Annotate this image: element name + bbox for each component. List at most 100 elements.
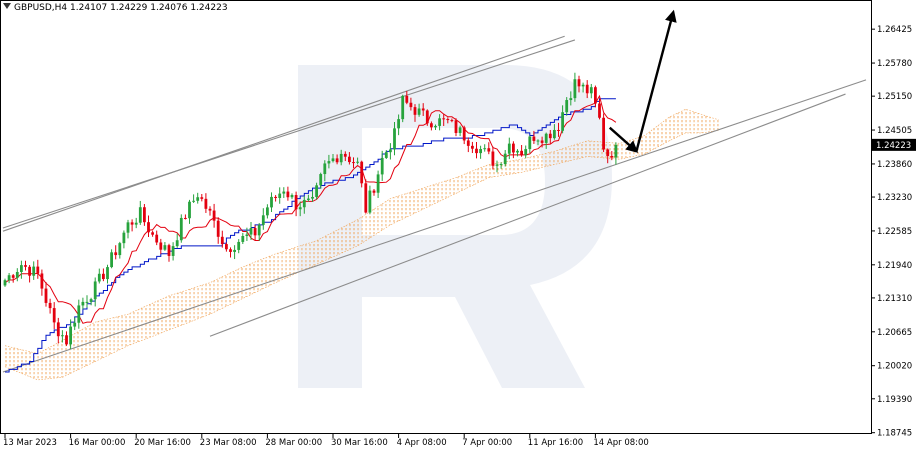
candle [97,268,101,284]
cloud-segment [76,331,79,371]
cloud-segment [60,340,63,378]
cloud-segment [341,226,344,254]
candle [311,190,314,202]
cloud-segment [296,246,299,274]
candle-body [40,273,44,289]
candle [495,160,499,173]
cloud-segment [23,350,26,375]
cloud-segment [460,175,463,192]
candle-body [450,120,454,122]
candle [237,239,241,254]
dropdown-triangle-icon[interactable] [3,3,11,9]
candle-body [528,136,532,150]
cloud-segment [521,158,524,173]
candle-body [569,98,573,101]
cloud-segment [714,118,717,131]
cloud-segment [478,167,481,183]
cloud-segment [376,206,379,235]
candle [220,230,224,248]
cloud-segment [333,231,336,257]
cloud-segment [312,241,315,267]
candle [175,233,179,248]
cloud-segment [490,163,493,178]
candle-body [343,153,347,157]
candle-body [348,156,351,163]
cloud-segment [527,157,530,171]
candle-body [179,217,183,241]
time-axis[interactable]: 13 Mar 2023 16 Mar 00:00 20 Mar 16:00 23 Ma… [3,434,649,448]
candle [65,331,68,346]
cloud-segment [449,178,452,197]
candle-body [208,208,212,211]
candle-body [581,84,585,87]
candle [118,241,122,259]
cloud-segment [115,316,118,352]
candle [602,113,605,153]
candle [360,160,364,188]
candle [561,105,564,134]
cloud-segment [435,183,438,204]
channel-line-4 [209,93,846,337]
cloud-segment [255,261,258,293]
candle [192,194,195,203]
candle-body [438,118,441,126]
cloud-segment [226,273,229,307]
cloud-segment [581,142,584,159]
cloud-segment [646,132,649,153]
cloud-segment [445,180,448,199]
cloud-segment [287,249,290,278]
cloud-segment [654,126,657,149]
cloud-segment [574,144,577,160]
cloud-segment [234,269,237,303]
cloud-segment [322,236,325,262]
cloud-segment [324,235,327,261]
candle-body [32,266,36,276]
candle-body [77,305,81,323]
candle-body [577,79,581,87]
x-tick-label: 14 Apr 08:00 [593,438,648,448]
candle-body [594,87,597,104]
candle [52,302,56,330]
cloud-segment [367,211,370,240]
candle [270,192,273,213]
cloud-segment [406,192,409,217]
candle-body [171,246,175,256]
candle-body [65,335,68,345]
candle [302,196,306,214]
cloud-segment [583,141,586,158]
cloud-segment [64,338,67,377]
cloud-segment [230,271,233,305]
cloud-segment [228,272,231,306]
cloud-segment [439,182,442,202]
candle-body [122,232,126,244]
candle-body [589,87,593,94]
candle [323,160,327,182]
candle [163,242,167,251]
candle-body [507,143,511,154]
candle [528,135,532,153]
candle-body [175,240,179,247]
candle [7,272,11,284]
price-axis[interactable]: 1.26425 1.25780 1.25150 1.24505 1.23860 1.232… [871,25,912,439]
candle-body [184,217,187,219]
candle [261,208,265,230]
cloud-segment [13,347,16,371]
plot-frame [0,0,872,434]
cloud-segment [306,243,309,269]
candle [581,82,585,93]
candle [319,172,323,189]
cloud-segment [357,218,360,246]
cloud-segment [695,112,698,133]
candle [122,230,126,249]
cloud-segment [675,113,678,138]
y-tick-label: 1.26425 [877,25,912,35]
cloud-segment [617,143,620,160]
candle-body [290,195,294,198]
cloud-segment [492,163,495,177]
x-tick-label: 30 Mar 16:00 [331,438,388,448]
cloud-segment [335,230,338,257]
cloud-segment [193,287,196,321]
cloud-segment [203,283,206,317]
cloud-segment [511,160,514,174]
